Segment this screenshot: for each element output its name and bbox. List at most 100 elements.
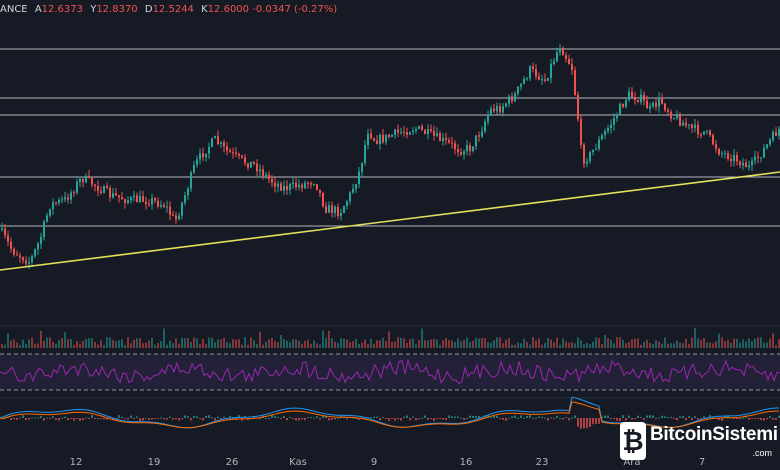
- macd-histogram-bar: [514, 415, 516, 418]
- macd-histogram-bar: [532, 418, 534, 419]
- candle-body: [586, 161, 588, 164]
- candle-body: [715, 144, 717, 149]
- macd-histogram-bar: [397, 418, 399, 420]
- volume-bar: [196, 338, 198, 348]
- candle-body: [526, 78, 528, 80]
- macd-histogram-bar: [628, 415, 630, 418]
- open-label: A: [34, 4, 42, 15]
- macd-histogram-bar: [499, 418, 501, 419]
- macd-histogram-bar: [604, 415, 606, 418]
- volume-bar: [727, 339, 729, 348]
- volume-bar: [490, 342, 492, 348]
- macd-histogram-bar: [115, 418, 117, 419]
- macd-histogram-bar: [433, 418, 435, 421]
- volume-bar: [661, 343, 663, 348]
- candle-body: [253, 161, 255, 164]
- candle-body: [70, 192, 72, 200]
- volume-bar: [304, 340, 306, 348]
- macd-histogram-bar: [352, 417, 354, 419]
- volume-bar: [163, 328, 165, 348]
- macd-histogram-bar: [70, 418, 72, 419]
- candle-body: [403, 131, 405, 133]
- volume-bar: [88, 338, 90, 348]
- volume-bar: [334, 341, 336, 348]
- candle-body: [742, 162, 744, 166]
- macd-histogram-bar: [778, 415, 780, 418]
- macd-histogram-bar: [706, 418, 708, 420]
- candle-body: [10, 241, 12, 249]
- volume-bar: [250, 337, 252, 348]
- candle-body: [76, 181, 78, 193]
- volume-bar: [769, 338, 771, 348]
- macd-histogram-bar: [412, 416, 414, 418]
- volume-bar: [682, 343, 684, 348]
- volume-bar: [589, 344, 591, 348]
- candle-body: [616, 115, 618, 119]
- candle-body: [58, 199, 60, 204]
- candle-body: [85, 175, 87, 183]
- candle-body: [385, 134, 387, 143]
- candle-body: [592, 149, 594, 152]
- macd-histogram-bar: [295, 418, 297, 421]
- candle-body: [271, 178, 273, 183]
- macd-histogram-bar: [583, 418, 585, 429]
- volume-bar: [355, 338, 357, 348]
- macd-histogram-bar: [142, 418, 144, 421]
- candle-body: [130, 197, 132, 201]
- macd-histogram-bar: [322, 415, 324, 418]
- candle-body: [736, 154, 738, 162]
- volume-bar: [751, 341, 753, 348]
- candle-body: [718, 148, 720, 155]
- candle-body: [97, 185, 99, 191]
- volume-bar: [313, 340, 315, 348]
- candle-body: [469, 145, 471, 152]
- candle-body: [619, 104, 621, 116]
- macd-histogram-bar: [721, 418, 723, 421]
- candle-body: [721, 153, 723, 155]
- candle-body: [517, 86, 519, 94]
- macd-histogram-bar: [652, 415, 654, 418]
- candle-body: [334, 206, 336, 213]
- volume-bar: [619, 337, 621, 348]
- candle-body: [613, 118, 615, 125]
- volume-bar: [157, 342, 159, 348]
- candle-body: [292, 182, 294, 185]
- volume-bar: [214, 342, 216, 348]
- volume-bar: [10, 340, 12, 348]
- volume-bar: [550, 339, 552, 348]
- trendline[interactable]: [0, 171, 780, 271]
- candle-body: [220, 142, 222, 145]
- candle-body: [157, 200, 159, 207]
- time-axis[interactable]: 12 19 26 Kas 9 16 23 Ara 7: [0, 455, 780, 470]
- candle-body: [124, 199, 126, 203]
- volume-bar: [715, 341, 717, 348]
- candle-body: [46, 215, 48, 222]
- candle-body: [640, 94, 642, 103]
- volume-bar: [514, 344, 516, 348]
- macd-histogram-bar: [634, 418, 636, 419]
- volume-bar: [637, 338, 639, 348]
- candle-body: [193, 165, 195, 173]
- exchange-label: ANCE: [0, 4, 28, 15]
- macd-histogram-bar: [376, 416, 378, 418]
- macd-histogram-bar: [607, 415, 609, 418]
- volume-bar: [151, 337, 153, 348]
- macd-histogram-bar: [688, 416, 690, 418]
- candle-body: [364, 145, 366, 164]
- volume-bar: [421, 328, 423, 348]
- candles: [1, 44, 780, 270]
- volume-bar: [388, 331, 390, 348]
- macd-histogram-bar: [586, 418, 588, 428]
- volume-bar: [190, 342, 192, 348]
- macd-histogram-bar: [442, 418, 444, 420]
- candle-body: [502, 106, 504, 113]
- macd-histogram-bar: [598, 418, 600, 424]
- volume-bar: [583, 344, 585, 348]
- candle-body: [31, 256, 33, 263]
- candle-body: [511, 96, 513, 102]
- macd-histogram-bar: [139, 418, 141, 421]
- macd-histogram-bar: [457, 416, 459, 418]
- candle-body: [64, 197, 66, 200]
- macd-histogram-bar: [193, 415, 195, 418]
